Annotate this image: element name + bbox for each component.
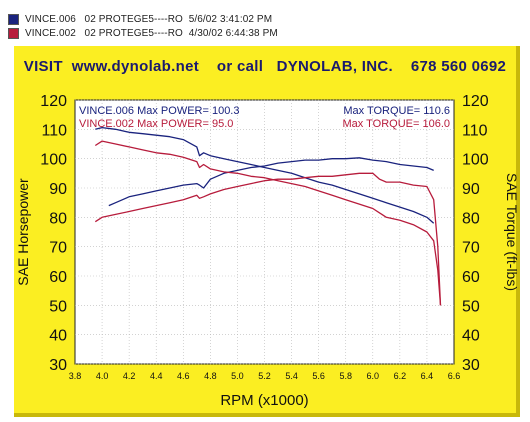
y-right-axis-label: SAE Torque (ft-lbs) <box>504 173 520 291</box>
series-line-vince-002-torque <box>94 140 442 306</box>
x-tick-label: 6.4 <box>421 371 434 381</box>
max-power-annotation: VINCE.006 Max POWER= 100.3 <box>79 105 239 117</box>
y-right-tick-label: 90 <box>462 181 480 198</box>
series-line-vince-006-power <box>108 157 434 207</box>
x-tick-label: 4.6 <box>177 371 190 381</box>
file-legend: VINCE.006 02 PROTEGE5----RO 5/6/02 3:41:… <box>0 0 530 44</box>
chart-panel: VISIT www.dynolab.net or call DYNOLAB, I… <box>14 46 520 417</box>
y-right-tick-label: 40 <box>462 328 480 345</box>
y-right-tick-label: 110 <box>462 122 488 139</box>
y-left-tick-label: 50 <box>49 298 67 315</box>
y-left-tick-label: 60 <box>49 269 67 286</box>
x-tick-label: 4.2 <box>123 371 136 381</box>
legend-label: VINCE.006 02 PROTEGE5----RO 5/6/02 3:41:… <box>25 13 273 25</box>
x-tick-label: 5.6 <box>312 371 325 381</box>
y-right-tick-label: 50 <box>462 298 480 315</box>
y-left-axis-label: SAE Horsepower <box>15 178 31 286</box>
series-line-vince-002-power <box>94 172 442 306</box>
x-tick-label: 5.4 <box>285 371 298 381</box>
y-left-tick-label: 120 <box>40 93 67 110</box>
x-tick-label: 6.2 <box>394 371 407 381</box>
x-tick-label: 5.8 <box>339 371 352 381</box>
x-tick-label: 3.8 <box>69 371 82 381</box>
x-axis-label: RPM (x1000) <box>220 392 308 409</box>
y-left-tick-label: 70 <box>49 240 67 257</box>
y-right-tick-label: 80 <box>462 210 480 227</box>
y-right-tick-label: 100 <box>462 152 489 169</box>
dynolab-banner: VISIT www.dynolab.net or call DYNOLAB, I… <box>23 58 507 75</box>
dyno-chart: 3.8 4.0 4.2 4.4 4.6 4.8 5.0 5.2 5.4 5.6 5.8 6.0 6.2 6… <box>15 93 520 409</box>
y-left-tick-label: 30 <box>49 357 67 374</box>
max-power-annotation: VINCE.002 Max POWER= 95.0 <box>79 118 233 130</box>
y-right-tick-label: 120 <box>462 93 489 110</box>
y-right-tick-label: 30 <box>462 357 480 374</box>
y-left-tick-label: 40 <box>49 328 67 345</box>
y-left-tick-label: 100 <box>40 152 67 169</box>
x-tick-label: 5.2 <box>258 371 271 381</box>
series-line-vince-006-torque <box>95 126 435 224</box>
y-right-tick-label: 60 <box>462 269 480 286</box>
max-torque-annotation: Max TORQUE= 110.6 <box>343 105 450 117</box>
max-torque-annotation: Max TORQUE= 106.0 <box>342 118 450 130</box>
y-right-tick-label: 70 <box>462 240 480 257</box>
x-tick-label: 4.0 <box>96 371 109 381</box>
legend-swatch-red <box>8 27 19 39</box>
y-left-tick-label: 80 <box>49 210 67 227</box>
x-tick-label: 6.6 <box>448 371 461 381</box>
x-tick-label: 5.0 <box>231 371 244 381</box>
x-tick-label: 6.0 <box>367 371 380 381</box>
x-tick-label: 4.4 <box>150 371 163 381</box>
legend-label: VINCE.002 02 PROTEGE5----RO 4/30/02 6:44… <box>25 27 278 39</box>
legend-swatch-blue <box>8 13 19 25</box>
y-left-tick-label: 90 <box>49 181 67 198</box>
legend-entry-vince-006: VINCE.006 02 PROTEGE5----RO 5/6/02 3:41:… <box>8 12 272 26</box>
y-left-tick-label: 110 <box>41 122 67 139</box>
legend-entry-vince-002: VINCE.002 02 PROTEGE5----RO 4/30/02 6:44… <box>8 26 278 40</box>
x-tick-label: 4.8 <box>204 371 217 381</box>
